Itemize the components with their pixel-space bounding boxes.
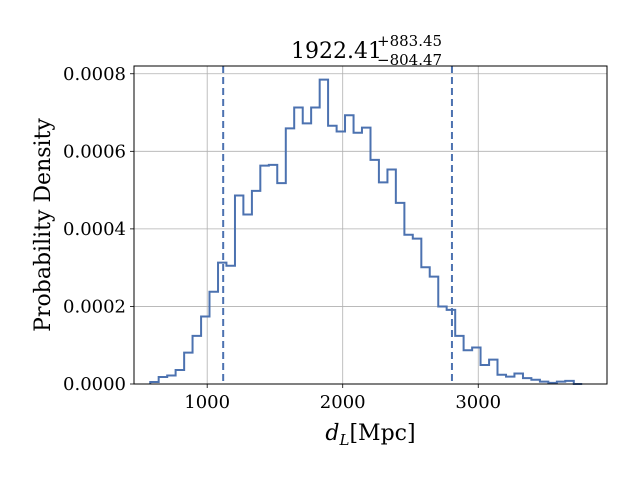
y-axis-label: Probability Density <box>31 118 56 332</box>
title-value: 1922.41 <box>291 39 382 64</box>
x-tick-label: 3000 <box>455 392 501 413</box>
y-tick-label: 0.0006 <box>63 141 126 162</box>
title-lower-error: −804.47 <box>377 51 442 69</box>
x-axis-label-subscript: L <box>339 431 350 449</box>
x-axis-label-symbol: d <box>325 421 339 446</box>
chart-title: 1922.41 <box>291 39 382 64</box>
y-tick-label: 0.0002 <box>63 296 126 317</box>
y-tick-label: 0.0008 <box>63 64 126 85</box>
x-axis-ticks: 1000 2000 3000 <box>184 384 501 413</box>
y-tick-label: 0.0000 <box>63 374 126 395</box>
x-axis-label: dL[Mpc] <box>325 421 415 449</box>
x-axis-label-unit: [Mpc] <box>349 421 415 446</box>
histogram-step-line <box>149 78 583 385</box>
x-tick-label: 2000 <box>320 392 366 413</box>
y-tick-label: 0.0004 <box>63 219 126 240</box>
axes-frame <box>133 65 608 385</box>
y-axis-ticks: 0.0000 0.0002 0.0004 0.0006 0.0008 <box>63 64 134 395</box>
title-upper-error: +883.45 <box>377 32 442 50</box>
credible-interval-lines <box>222 66 453 384</box>
x-tick-label: 1000 <box>184 392 230 413</box>
